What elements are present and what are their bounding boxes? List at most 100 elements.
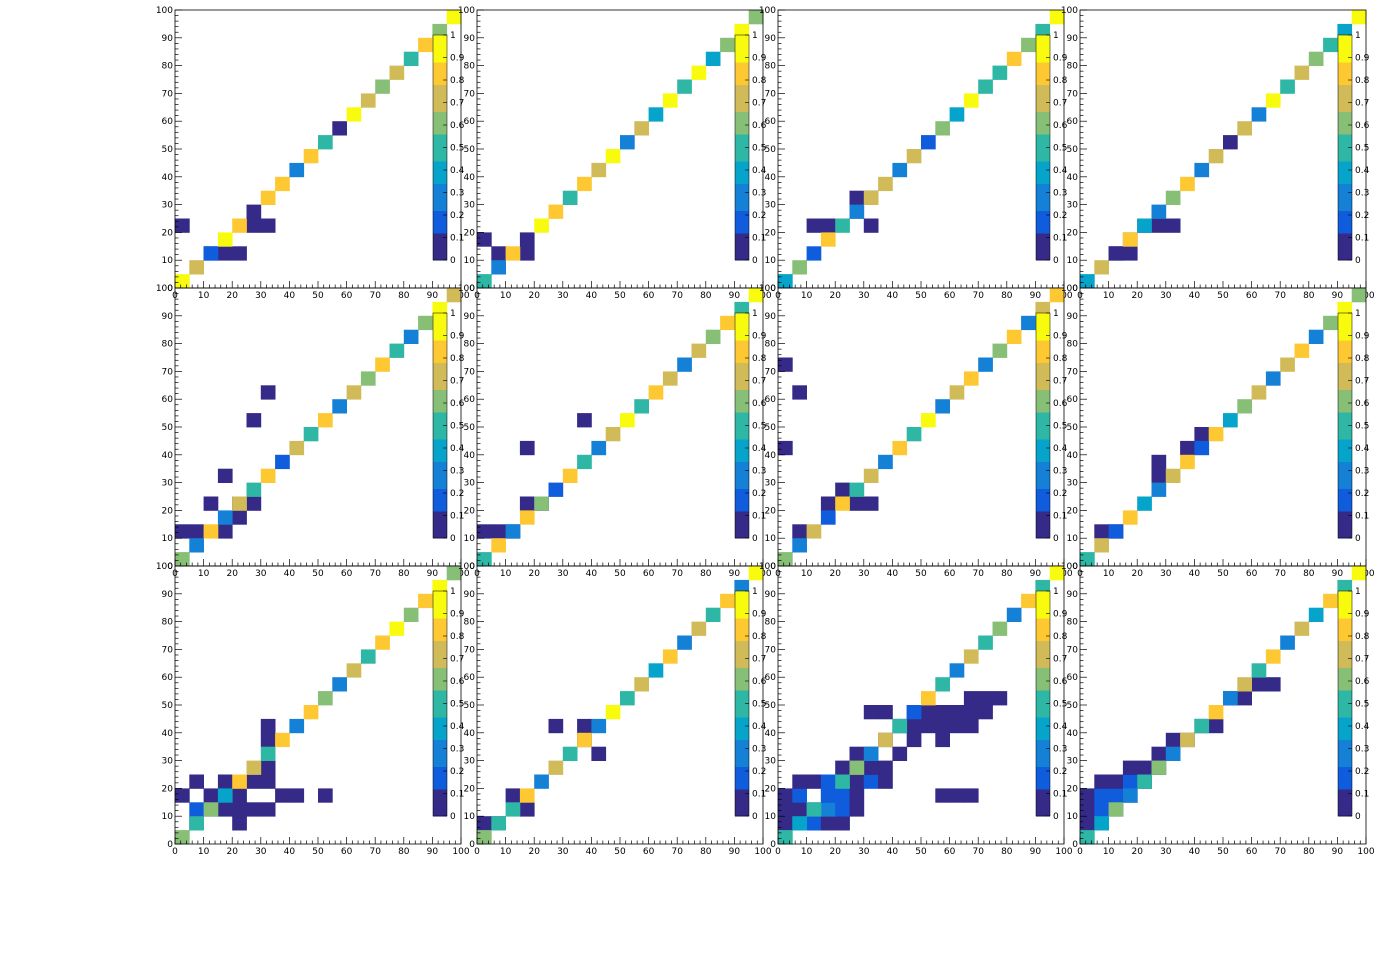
colorbar-swatch — [735, 147, 749, 153]
colorbar-swatch — [1338, 107, 1352, 112]
heatmap-cell — [1280, 635, 1295, 650]
colorbar-swatch — [735, 497, 749, 503]
colorbar-swatch — [1338, 317, 1352, 323]
colorbar-swatch — [735, 349, 749, 354]
colorbar-swatch — [1338, 753, 1352, 758]
colorbar-swatch — [1036, 389, 1050, 395]
colorbar-swatch — [1036, 242, 1050, 247]
colorbar-tick-label: 0.2 — [1053, 211, 1067, 221]
heatmap-cell — [260, 718, 276, 734]
colorbar-tick-label: 0.1 — [1053, 234, 1067, 244]
heatmap-cell — [1180, 732, 1195, 748]
heatmap-cell — [1337, 301, 1353, 317]
heatmap-cell — [1137, 496, 1152, 511]
heatmap-cell — [1080, 552, 1095, 567]
y-tick-label: 20 — [464, 784, 476, 794]
colorbar-swatch — [433, 75, 447, 81]
y-tick-label: 80 — [1067, 340, 1079, 350]
colorbar-swatch — [735, 762, 749, 767]
colorbar-swatch — [1036, 165, 1050, 171]
colorbar-swatch — [433, 206, 447, 211]
heatmap-cell — [519, 232, 535, 247]
heatmap-cell — [1094, 788, 1109, 803]
x-tick-label: 20 — [829, 291, 841, 301]
x-tick-label: 10 — [198, 569, 210, 579]
colorbar-swatch — [433, 443, 447, 449]
colorbar-swatch — [735, 421, 749, 426]
heatmap-cell — [935, 788, 950, 803]
colorbar-swatch — [735, 484, 749, 489]
colorbar-swatch — [1338, 789, 1352, 794]
heatmap-cell — [418, 593, 433, 609]
x-tick-label: 30 — [255, 291, 267, 301]
heatmap-cell — [605, 705, 621, 720]
colorbar-swatch — [735, 71, 749, 76]
colorbar-swatch — [1036, 89, 1050, 94]
heatmap-cell — [217, 788, 233, 803]
x-tick-label: 10 — [801, 569, 813, 579]
heatmap-cell — [778, 274, 793, 289]
heatmap-cell — [519, 802, 535, 817]
heatmap-cell — [477, 274, 492, 289]
colorbar-swatch — [735, 179, 749, 184]
colorbar-swatch — [1036, 748, 1050, 754]
colorbar-swatch — [735, 448, 749, 453]
colorbar-swatch — [735, 170, 749, 175]
heatmap-panel: 0102030405060708090100010203040506070809… — [759, 6, 1073, 301]
y-tick-label: 10 — [1067, 256, 1079, 266]
colorbar-swatch — [1036, 762, 1050, 767]
heatmap-cell — [577, 413, 592, 428]
colorbar-swatch — [735, 658, 749, 664]
heatmap-cell — [389, 621, 405, 636]
heatmap-cell — [878, 774, 893, 789]
x-tick-label: 30 — [255, 847, 267, 857]
colorbar-swatch — [1338, 622, 1352, 628]
colorbar-tick-label: 0.2 — [450, 211, 464, 221]
colorbar-swatch — [1036, 116, 1050, 121]
colorbar-swatch — [1036, 690, 1050, 695]
colorbar-swatch — [1338, 407, 1352, 413]
colorbar-swatch — [433, 533, 447, 539]
colorbar-swatch — [433, 116, 447, 121]
heatmap-cell — [1122, 774, 1138, 789]
y-tick-label: 70 — [765, 89, 777, 99]
colorbar-tick-label: 0.4 — [752, 444, 767, 454]
colorbar-swatch — [735, 326, 749, 332]
colorbar-tick-label: 0.5 — [1053, 422, 1067, 432]
x-tick-label: 90 — [427, 291, 439, 301]
colorbar-swatch — [433, 57, 447, 63]
colorbar-tick-label: 0.9 — [1355, 54, 1370, 64]
colorbar-swatch — [735, 156, 749, 162]
colorbar-swatch — [1338, 520, 1352, 525]
heatmap-cell — [605, 427, 621, 442]
colorbar-swatch — [1036, 766, 1050, 772]
heatmap-cell — [835, 788, 850, 803]
y-tick-label: 90 — [162, 34, 174, 44]
heatmap-cell — [403, 607, 419, 622]
y-tick-label: 30 — [464, 479, 476, 489]
x-tick-label: 100 — [1055, 847, 1072, 857]
x-tick-label: 90 — [1030, 847, 1042, 857]
colorbar-swatch — [1338, 775, 1352, 781]
colorbar-swatch — [1338, 762, 1352, 767]
y-tick-label: 50 — [765, 145, 777, 155]
colorbar-swatch — [735, 807, 749, 812]
colorbar-tick-label: 0.6 — [450, 677, 465, 687]
colorbar-swatch — [1036, 143, 1050, 148]
heatmap-cell — [217, 246, 233, 261]
colorbar-swatch — [1338, 326, 1352, 332]
heatmap-cell — [1208, 718, 1224, 734]
colorbar-swatch — [1036, 730, 1050, 736]
x-tick-label: 30 — [858, 569, 870, 579]
heatmap-cell — [203, 802, 219, 817]
heatmap-cell — [275, 454, 290, 470]
colorbar-swatch — [433, 658, 447, 664]
colorbar-tick-label: 0.4 — [450, 444, 465, 454]
heatmap-cell — [217, 802, 233, 817]
heatmap-cell — [360, 93, 376, 108]
heatmap-cell — [1151, 218, 1167, 233]
colorbar-tick-label: 0.6 — [450, 399, 465, 409]
colorbar-swatch — [735, 604, 749, 610]
colorbar-swatch — [433, 434, 447, 440]
colorbar-swatch — [1338, 89, 1352, 94]
